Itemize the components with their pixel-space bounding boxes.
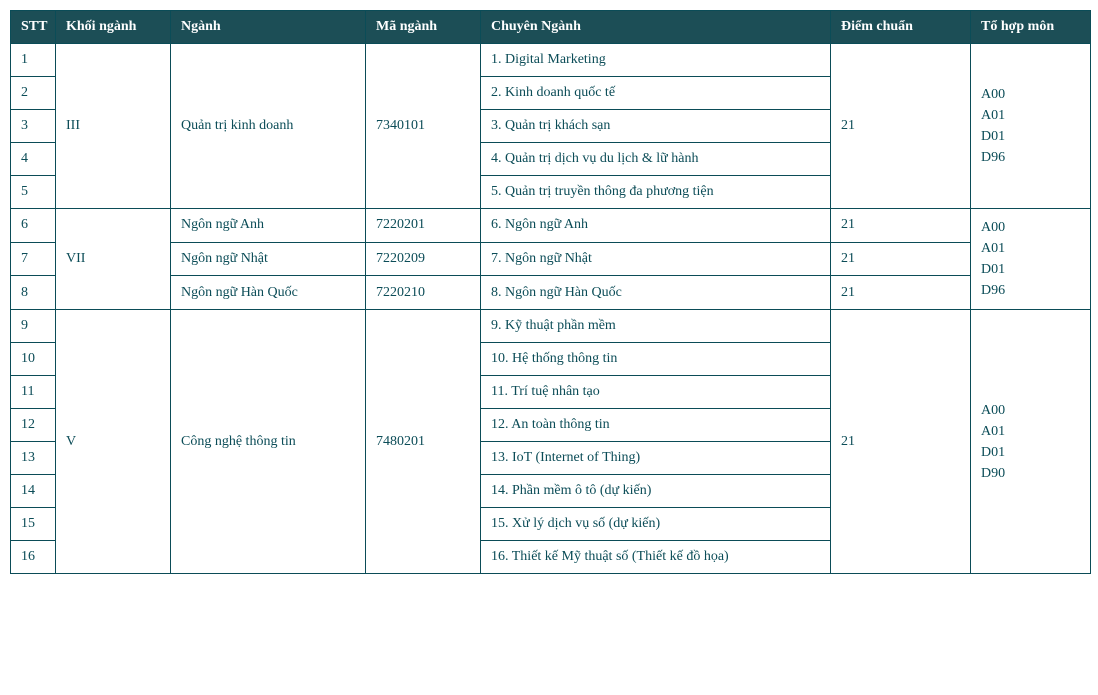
cell-nganh: Quản trị kinh doanh [171, 44, 366, 209]
cell-chuyennganh: 5. Quản trị truyền thông đa phương tiện [481, 176, 831, 209]
col-tohop: Tổ hợp môn [971, 11, 1091, 44]
cell-chuyennganh: 4. Quản trị dịch vụ du lịch & lữ hành [481, 143, 831, 176]
cell-chuyennganh: 9. Kỹ thuật phần mềm [481, 310, 831, 343]
cell-chuyennganh: 7. Ngôn ngữ Nhật [481, 242, 831, 276]
cell-stt: 1 [11, 44, 56, 77]
cell-tohop: A00 A01 D01 D96 [971, 209, 1091, 310]
cell-diem: 21 [831, 242, 971, 276]
cell-diem: 21 [831, 310, 971, 574]
cell-ma: 7220209 [366, 242, 481, 276]
col-stt: STT [11, 11, 56, 44]
table-row: 8 Ngôn ngữ Hàn Quốc72202108. Ngôn ngữ Hàn… [11, 276, 1091, 310]
cell-ma: 7220201 [366, 209, 481, 243]
col-ma: Mã ngành [366, 11, 481, 44]
cell-chuyennganh: 12. An toàn thông tin [481, 409, 831, 442]
cell-stt: 2 [11, 77, 56, 110]
cell-stt: 4 [11, 143, 56, 176]
cell-stt: 15 [11, 508, 56, 541]
cell-chuyennganh: 16. Thiết kế Mỹ thuật số (Thiết kế đồ họ… [481, 541, 831, 574]
cell-chuyennganh: 14. Phần mềm ô tô (dự kiến) [481, 475, 831, 508]
cell-chuyennganh: 1. Digital Marketing [481, 44, 831, 77]
table-row: 6VIINgôn ngữ Anh72202016. Ngôn ngữ Anh21… [11, 209, 1091, 243]
cell-stt: 12 [11, 409, 56, 442]
cell-khoi: III [56, 44, 171, 209]
col-diem: Điểm chuẩn [831, 11, 971, 44]
cell-chuyennganh: 3. Quản trị khách sạn [481, 110, 831, 143]
cell-diem: 21 [831, 276, 971, 310]
table-row: 1IIIQuản trị kinh doanh73401011. Digital… [11, 44, 1091, 77]
cell-stt: 6 [11, 209, 56, 243]
cell-stt: 9 [11, 310, 56, 343]
cell-nganh: Ngôn ngữ Nhật [171, 242, 366, 276]
cell-stt: 8 [11, 276, 56, 310]
table-row: 9VCông nghệ thông tin74802019. Kỹ thuật … [11, 310, 1091, 343]
table-row: 7 Ngôn ngữ Nhật72202097. Ngôn ngữ Nhật21 [11, 242, 1091, 276]
cell-chuyennganh: 11. Trí tuệ nhân tạo [481, 376, 831, 409]
cell-tohop: A00 A01 D01 D90 [971, 310, 1091, 574]
cell-stt: 3 [11, 110, 56, 143]
cell-chuyennganh: 8. Ngôn ngữ Hàn Quốc [481, 276, 831, 310]
cell-stt: 14 [11, 475, 56, 508]
cell-stt: 5 [11, 176, 56, 209]
admission-table: STT Khối ngành Ngành Mã ngành Chuyên Ngà… [10, 10, 1091, 574]
col-nganh: Ngành [171, 11, 366, 44]
cell-nganh: Công nghệ thông tin [171, 310, 366, 574]
cell-diem: 21 [831, 209, 971, 243]
cell-khoi: V [56, 310, 171, 574]
cell-chuyennganh: 2. Kinh doanh quốc tế [481, 77, 831, 110]
cell-stt: 11 [11, 376, 56, 409]
col-cn: Chuyên Ngành [481, 11, 831, 44]
cell-nganh: Ngôn ngữ Hàn Quốc [171, 276, 366, 310]
cell-stt: 16 [11, 541, 56, 574]
cell-stt: 10 [11, 343, 56, 376]
cell-tohop: A00 A01 D01 D96 [971, 44, 1091, 209]
cell-stt: 13 [11, 442, 56, 475]
cell-chuyennganh: 6. Ngôn ngữ Anh [481, 209, 831, 243]
cell-diem: 21 [831, 44, 971, 209]
cell-nganh: Ngôn ngữ Anh [171, 209, 366, 243]
cell-chuyennganh: 13. IoT (Internet of Thing) [481, 442, 831, 475]
cell-stt: 7 [11, 242, 56, 276]
cell-ma: 7480201 [366, 310, 481, 574]
cell-ma: 7220210 [366, 276, 481, 310]
cell-khoi: VII [56, 209, 171, 310]
cell-chuyennganh: 10. Hệ thống thông tin [481, 343, 831, 376]
cell-ma: 7340101 [366, 44, 481, 209]
cell-chuyennganh: 15. Xử lý dịch vụ số (dự kiến) [481, 508, 831, 541]
table-header-row: STT Khối ngành Ngành Mã ngành Chuyên Ngà… [11, 11, 1091, 44]
col-khoi: Khối ngành [56, 11, 171, 44]
